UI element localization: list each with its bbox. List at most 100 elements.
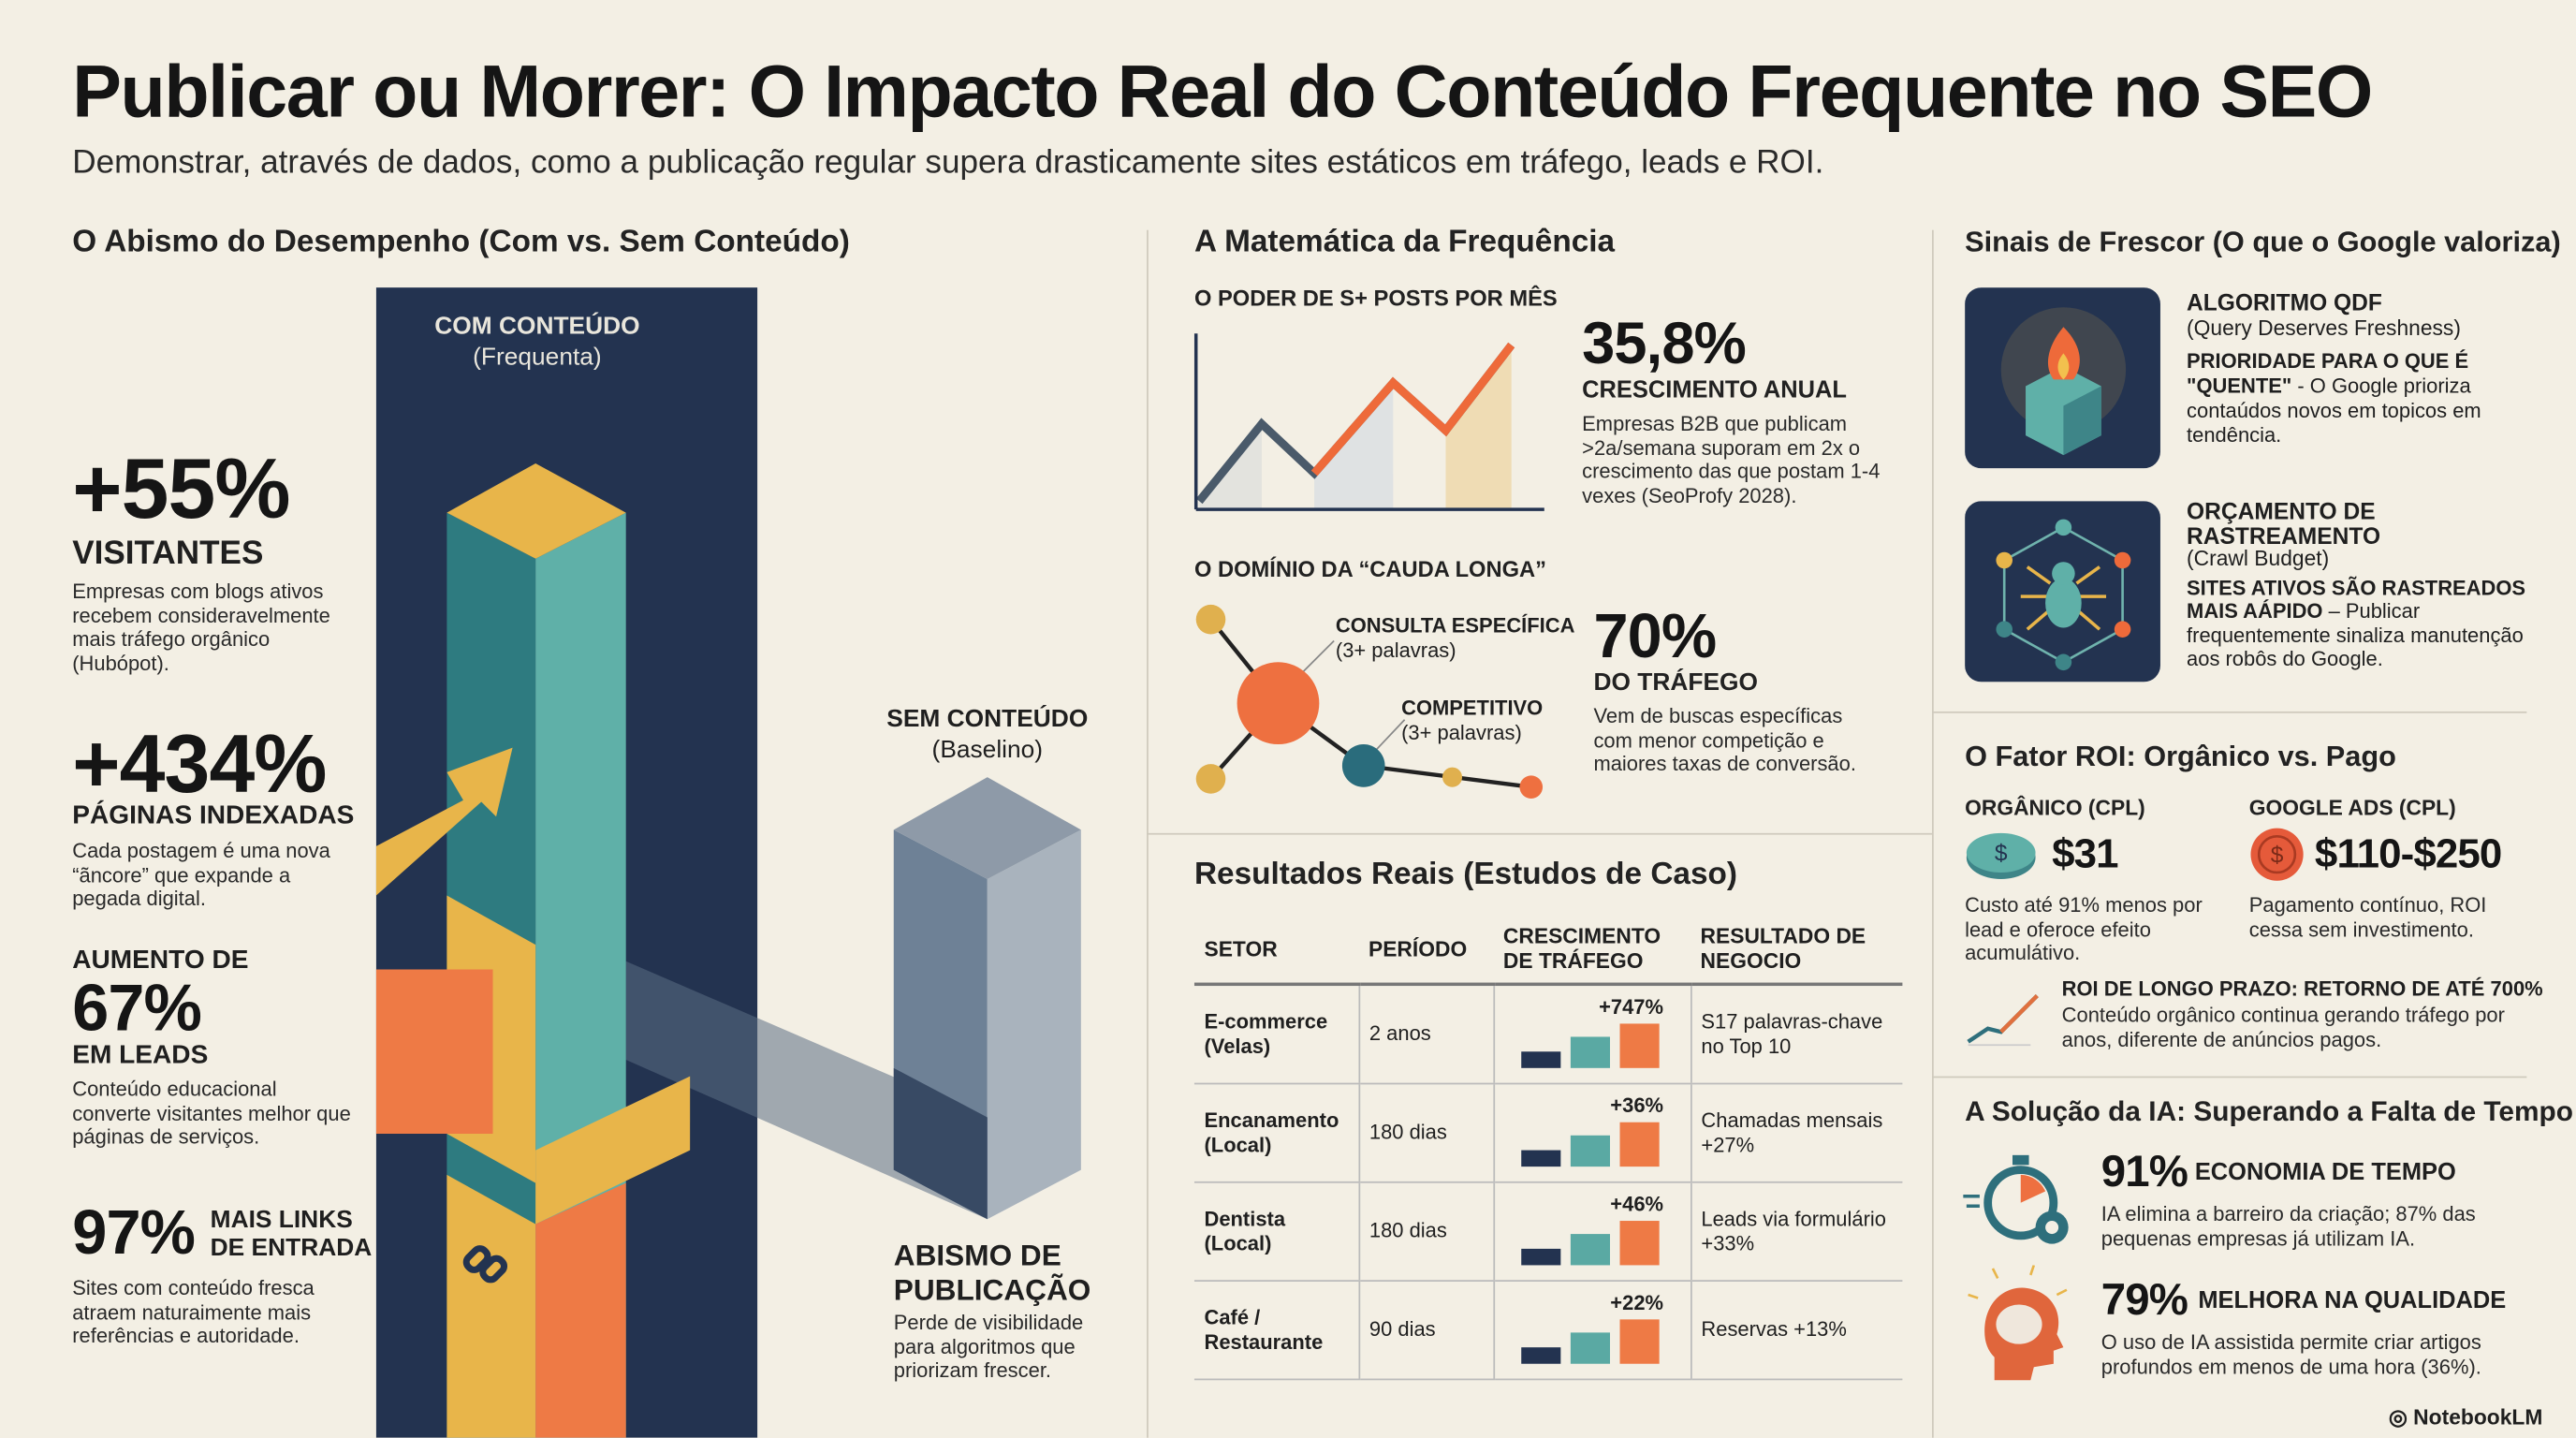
long-roi-title: ROI DE LONGO PRAZO: RETORNO DE ATÉ 700%: [2061, 977, 2543, 1001]
stat-links-desc: Sites com conteúdo fresca atraem naturai…: [72, 1276, 315, 1348]
poder-value: 35,8%: [1582, 308, 1747, 376]
bar-after: [1618, 1319, 1659, 1364]
stat-visitantes-desc: Empresas com blogs ativos recebem consid…: [72, 580, 330, 675]
stat-leads-value: 67%: [72, 973, 202, 1046]
cell-resultado: Chamadas mensais +27%: [1690, 1083, 1903, 1183]
ads-desc: Pagamento contínuo, ROI cessa sem invest…: [2248, 893, 2487, 941]
cell-resultado: Reservas +13%: [1690, 1281, 1903, 1381]
section-heading-frescor: Sinais de Frescor (O que o Google valori…: [1965, 225, 2561, 258]
svg-text:$: $: [1995, 842, 2008, 867]
stat-links-value: 97%: [72, 1199, 196, 1269]
table-row: Café / Restaurante 90 dias +22% Reservas…: [1193, 1281, 1903, 1381]
divider: [1931, 229, 1934, 1438]
bar-before: [1520, 1347, 1560, 1364]
ia-stat1-label: ECONOMIA DE TEMPO: [2194, 1160, 2456, 1187]
col-header: PERÍODO: [1358, 913, 1494, 987]
stat-links-label: MAIS LINKS DE ENTRADA: [210, 1206, 373, 1262]
node-consulta-label: CONSULTA ESPECÍFICA (3+ palavras): [1335, 614, 1575, 663]
ia-stat2-desc: O uso de IA assistida permite criar arti…: [2100, 1330, 2481, 1378]
longtail-network-diagram: [1195, 604, 1544, 799]
bar-mid: [1569, 1332, 1610, 1364]
growth-value: +747%: [1599, 995, 1664, 1020]
cell-setor: Dentista (Local): [1193, 1181, 1359, 1282]
col-header: RESULTADO DE NEGOCIO: [1690, 913, 1903, 987]
node-competitivo-label: COMPETITIVO (3+ palavras): [1401, 697, 1544, 745]
divider: [1931, 1076, 2527, 1078]
ia-stat1-desc: IA elimina a barreiro da criação; 87% da…: [2100, 1202, 2476, 1250]
link-chain-icon: [462, 1245, 508, 1284]
roi-heading: O Fator ROI: Orgânico vs. Pago: [1965, 739, 2396, 772]
cell-periodo: 90 dias: [1357, 1281, 1494, 1381]
growth-line-chart: [1193, 333, 1544, 511]
section-heading-matematica: A Matemática da Frequência: [1193, 225, 1616, 260]
bar-mid: [1569, 1234, 1610, 1266]
bar-before: [1520, 1248, 1560, 1266]
stat-paginas-value: +434%: [72, 717, 327, 811]
cell-resultado: S17 palavras-chave no Top 10: [1690, 984, 1903, 1085]
divider: [1147, 832, 1932, 835]
bar-after: [1618, 1023, 1659, 1068]
stat-visitantes-value: +55%: [72, 442, 290, 537]
table-row: Dentista (Local) 180 dias +46% Leads via…: [1193, 1181, 1903, 1282]
red-coin-icon: $: [2250, 828, 2304, 881]
stat-paginas-label: PÁGINAS INDEXADAS: [72, 801, 355, 830]
growth-value: +36%: [1610, 1093, 1664, 1118]
cell-resultado: Leads via formulário +33%: [1690, 1181, 1903, 1282]
cell-periodo: 180 dias: [1357, 1083, 1494, 1183]
trend-up-icon: [1967, 994, 2039, 1047]
bar-mid: [1569, 1036, 1610, 1068]
organic-value: $31: [2052, 831, 2118, 878]
com-conteudo-label: COM CONTEÚDO (Frequenta): [434, 312, 640, 372]
cell-setor: Encanamento (Local): [1193, 1083, 1359, 1183]
flame-server-icon: [1965, 287, 2160, 469]
stat-visitantes-label: VISITANTES: [72, 536, 264, 572]
ia-heading: A Solução da IA: Superando a Falta de Te…: [1965, 1095, 2573, 1127]
table-row: E-commerce (Velas) 2 anos +747% S17 pala…: [1193, 984, 1903, 1085]
ia-stat2-value: 79%: [2100, 1274, 2188, 1325]
cell-crescimento: +36%: [1492, 1083, 1690, 1183]
ads-value: $110-$250: [2314, 831, 2502, 878]
cell-crescimento: +22%: [1492, 1281, 1690, 1381]
stat-leads-label: EM LEADS: [72, 1041, 209, 1070]
cell-setor: Café / Restaurante: [1193, 1281, 1359, 1381]
bar-after: [1618, 1221, 1659, 1266]
cauda-value: 70%: [1593, 603, 1717, 672]
stat-leads-desc: Conteúdo educacional converte visitantes…: [72, 1078, 351, 1149]
cell-crescimento: +46%: [1492, 1181, 1690, 1282]
cell-periodo: 180 dias: [1357, 1181, 1494, 1282]
page-title: Publicar ou Morrer: O Impacto Real do Co…: [72, 49, 2373, 134]
cauda-label: DO TRÁFEGO: [1593, 668, 1758, 697]
sem-conteudo-label: SEM CONTEÚDO (Baselino): [886, 704, 1089, 765]
poder-desc: Empresas B2B que publicam >2a/semana sup…: [1582, 412, 1881, 507]
pillar-illustration: [375, 287, 1081, 1438]
spider-network-icon: [1965, 501, 2160, 682]
qdf-block: ALGORITMO QDF (Query Deserves Freshness)…: [2187, 288, 2481, 448]
abismo-title: ABISMO DE PUBLICAÇÃO: [893, 1239, 1091, 1307]
teal-coin-icon: $: [1966, 832, 2036, 879]
growth-value: +22%: [1610, 1291, 1664, 1315]
bar-after: [1618, 1122, 1659, 1167]
long-roi-desc: Conteúdo orgânico continua gerando tráfe…: [2061, 1004, 2505, 1051]
crawl-block: ORÇAMENTO DE RASTREAMENTO (Crawl Budget)…: [2187, 497, 2526, 671]
abismo-desc: Perde de visibilidade para algoritmos qu…: [893, 1311, 1084, 1383]
cauda-title: O DOMÍNIO DA “CAUDA LONGA”: [1193, 556, 1546, 582]
organic-label: ORGÂNICO (CPL): [1965, 795, 2145, 820]
bar-before: [1520, 1051, 1560, 1068]
brain-head-icon: [1968, 1265, 2068, 1381]
section-heading-abismo: O Abismo do Desempenho (Com vs. Sem Cont…: [72, 225, 850, 260]
ia-stat1-value: 91%: [2100, 1147, 2188, 1196]
stat-paginas-desc: Cada postagem é uma nova “ãncore” que ex…: [72, 839, 330, 911]
col-header: CRESCIMENTO DE TRÁFEGO: [1493, 913, 1690, 987]
notebooklm-logo: ◎ NotebookLM: [2388, 1404, 2543, 1430]
notebooklm-icon: ◎: [2388, 1404, 2414, 1430]
bar-mid: [1569, 1135, 1610, 1167]
col-header: SETOR: [1193, 913, 1359, 987]
case-studies-table: SETOR PERÍODO CRESCIMENTO DE TRÁFEGO RES…: [1193, 913, 1903, 1381]
cases-heading: Resultados Reais (Estudos de Caso): [1193, 858, 1737, 893]
poder-label: CRESCIMENTO ANUAL: [1582, 377, 1847, 404]
bar-before: [1520, 1150, 1560, 1167]
cauda-desc: Vem de buscas específicas com menor comp…: [1593, 704, 1856, 776]
growth-value: +46%: [1610, 1193, 1664, 1216]
page-subtitle: Demonstrar, através de dados, como a pub…: [72, 144, 1824, 182]
